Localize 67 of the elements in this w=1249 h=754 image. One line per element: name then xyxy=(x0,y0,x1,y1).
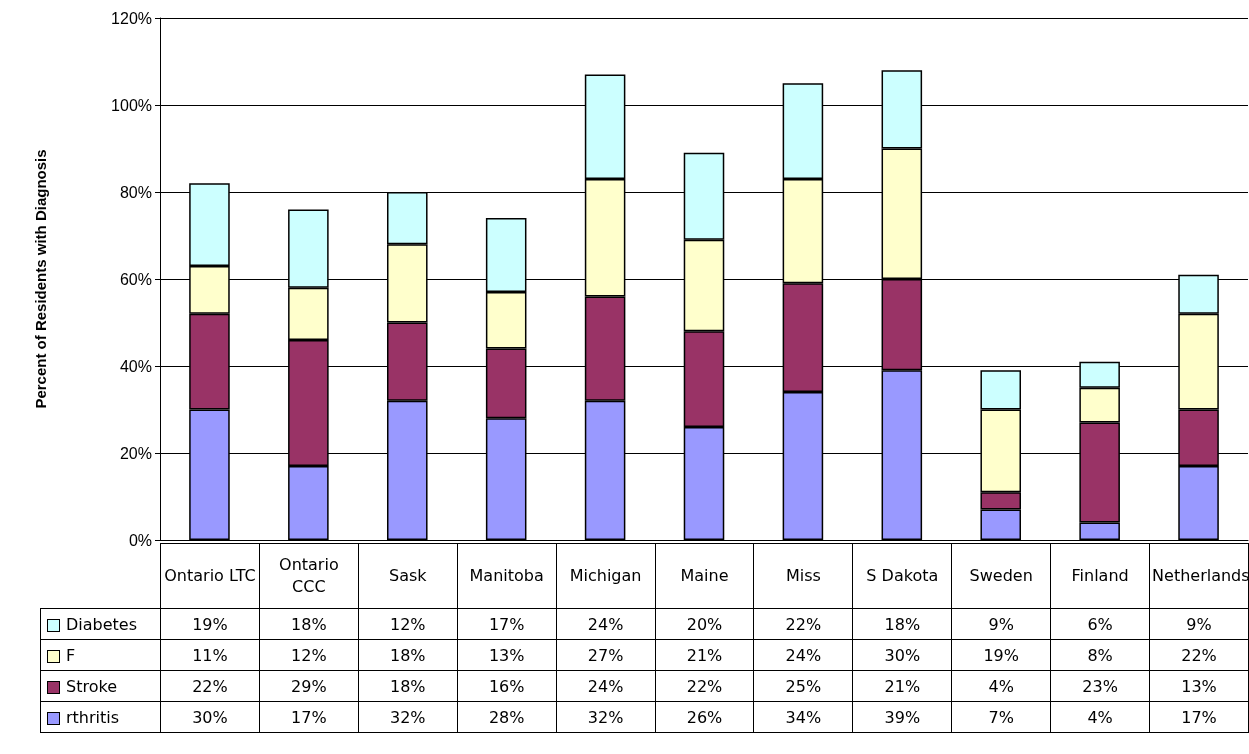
x-tick-label: Maine xyxy=(655,543,754,609)
y-tick-label: 40% xyxy=(119,357,152,375)
data-label: 29% xyxy=(259,670,359,702)
legend-label: Stroke xyxy=(40,670,161,702)
y-tick-label: 80% xyxy=(119,183,152,201)
data-label: 39% xyxy=(852,701,952,733)
data-label: 18% xyxy=(852,608,952,640)
x-tick-label: S Dakota xyxy=(852,543,952,609)
data-label: 17% xyxy=(1149,701,1249,733)
data-label: 22% xyxy=(655,670,754,702)
legend-label: rthritis xyxy=(40,701,161,733)
data-label: 22% xyxy=(160,670,260,702)
data-label: 19% xyxy=(160,608,260,640)
x-tick-label: Sweden xyxy=(951,543,1051,609)
x-tick-label: Michigan xyxy=(556,543,656,609)
data-label: 30% xyxy=(160,701,260,733)
data-label: 7% xyxy=(951,701,1051,733)
data-label: 18% xyxy=(259,608,359,640)
data-label: 17% xyxy=(457,608,557,640)
data-label: 12% xyxy=(259,639,359,671)
data-label: 13% xyxy=(457,639,557,671)
data-label: 18% xyxy=(358,670,458,702)
x-tick-label: Sask xyxy=(358,543,458,609)
x-tick-label: Ontario CCC xyxy=(259,543,359,609)
data-label: 30% xyxy=(852,639,952,671)
data-label: 13% xyxy=(1149,670,1249,702)
data-label: 9% xyxy=(1149,608,1249,640)
data-label: 32% xyxy=(358,701,458,733)
y-tick-label: 120% xyxy=(111,9,152,27)
data-label: 20% xyxy=(655,608,754,640)
x-tick-label: Manitoba xyxy=(457,543,557,609)
y-tick-label: 0% xyxy=(128,531,152,549)
data-label: 22% xyxy=(753,608,853,640)
y-axis-title: Percent of Residents with Diagnosis xyxy=(32,149,49,409)
x-tick-label: Ontario LTC xyxy=(160,543,260,609)
legend-label: Diabetes xyxy=(40,608,161,640)
data-label: 21% xyxy=(655,639,754,671)
x-tick-label: Miss xyxy=(753,543,853,609)
data-label: 19% xyxy=(951,639,1051,671)
data-label: 17% xyxy=(259,701,359,733)
y-tick-label: 60% xyxy=(119,270,152,288)
data-label: 26% xyxy=(655,701,754,733)
data-label: 9% xyxy=(951,608,1051,640)
data-label: 22% xyxy=(1149,639,1249,671)
data-label: 24% xyxy=(753,639,853,671)
data-label: 8% xyxy=(1050,639,1150,671)
data-label: 24% xyxy=(556,608,656,640)
legend-label: F xyxy=(40,639,161,671)
data-label: 28% xyxy=(457,701,557,733)
x-tick-label: Netherlands xyxy=(1149,543,1249,609)
data-label: 25% xyxy=(753,670,853,702)
data-label: 34% xyxy=(753,701,853,733)
data-label: 4% xyxy=(951,670,1051,702)
y-tick-label: 100% xyxy=(111,96,152,114)
data-label: 6% xyxy=(1050,608,1150,640)
data-label: 11% xyxy=(160,639,260,671)
data-label: 23% xyxy=(1050,670,1150,702)
data-label: 27% xyxy=(556,639,656,671)
data-label: 16% xyxy=(457,670,557,702)
data-label: 24% xyxy=(556,670,656,702)
data-label: 18% xyxy=(358,639,458,671)
data-label: 21% xyxy=(852,670,952,702)
data-label: 12% xyxy=(358,608,458,640)
data-label: 4% xyxy=(1050,701,1150,733)
data-label: 32% xyxy=(556,701,656,733)
x-tick-label: Finland xyxy=(1050,543,1150,609)
y-tick-label: 20% xyxy=(119,444,152,462)
